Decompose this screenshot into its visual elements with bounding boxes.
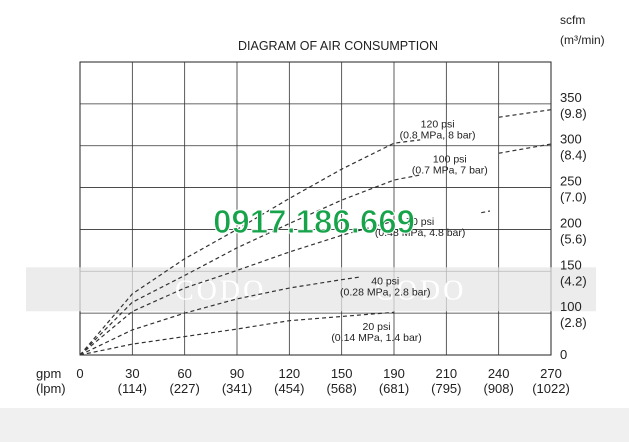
y-tick-sublabel: (7.0) xyxy=(560,190,587,205)
series-line-3 xyxy=(79,276,360,356)
x-tick-label: 60 xyxy=(177,366,191,381)
watermark-band-rect xyxy=(26,267,596,312)
x-tick-sublabel: (795) xyxy=(431,381,461,396)
chart-title: DIAGRAM OF AIR CONSUMPTION xyxy=(238,39,438,53)
series-name-label: 40 psi xyxy=(371,276,399,288)
x-tick-sublabel: (568) xyxy=(326,381,356,396)
series-sub-label: (0.8 MPa, 8 bar) xyxy=(400,129,476,141)
x-unit-label: gpm xyxy=(36,366,61,381)
series-line-1 xyxy=(79,174,421,356)
series-line-0 xyxy=(79,139,421,356)
y-tick-label: 100 xyxy=(560,299,582,314)
phone-watermark: 0917.186.669 xyxy=(213,203,415,240)
x-tick-sublabel: (341) xyxy=(222,381,252,396)
series-tail-2 xyxy=(481,210,491,214)
y-tick-label: 0 xyxy=(560,347,567,362)
series-sub-label: (0.48 MPa, 4.8 bar) xyxy=(375,227,465,239)
series-labels: 120 psi(0.8 MPa, 8 bar) 100 psi(0.7 MPa, … xyxy=(331,118,487,344)
x-tick-label: 240 xyxy=(488,366,510,381)
y-tick-sublabel: (9.8) xyxy=(560,106,587,121)
series-name-label: 120 psi xyxy=(421,118,455,130)
x-tick-label: 150 xyxy=(331,366,353,381)
x-tick-label: 30 xyxy=(125,366,139,381)
band-text-right: CODO xyxy=(375,275,466,306)
series-name-label: 100 psi xyxy=(433,153,467,165)
watermark-band: CODO CODO xyxy=(26,267,596,312)
x-tick-sublabel: (227) xyxy=(169,381,199,396)
x-tick-sublabel: (1022) xyxy=(532,381,570,396)
x-tick-sublabel: (908) xyxy=(483,381,513,396)
band-text-left: CODO xyxy=(175,275,266,306)
x-tick-label: 90 xyxy=(230,366,244,381)
x-tick-label: 120 xyxy=(278,366,300,381)
y-unit-sub-label: (m³/min) xyxy=(560,33,605,47)
y-tick-label: 150 xyxy=(560,257,582,272)
x-unit-sub-label: (lpm) xyxy=(36,381,66,396)
x-tick-sublabel: (114) xyxy=(118,381,147,396)
x-tick-label: 210 xyxy=(435,366,457,381)
series-sub-label: (0.14 MPa, 1.4 bar) xyxy=(331,332,421,344)
x-tick-label: 0 xyxy=(76,366,83,381)
x-tick-label: 270 xyxy=(540,366,562,381)
y-tick-sublabel: (5.6) xyxy=(560,231,587,246)
y-tick-label: 200 xyxy=(560,215,582,230)
y-unit-label: scfm xyxy=(560,13,585,27)
x-tick-sublabel: (681) xyxy=(379,381,409,396)
series-name-label: 70 psi xyxy=(406,216,434,228)
series-sub-label: (0.7 MPa, 7 bar) xyxy=(412,164,488,176)
y-tick-sublabel: (4.2) xyxy=(560,273,587,288)
series-tail-1 xyxy=(498,143,552,154)
series-tail-0 xyxy=(498,109,552,118)
series-lines xyxy=(79,109,552,356)
y-tick-sublabel: (2.8) xyxy=(560,315,587,330)
series-name-label: 20 psi xyxy=(363,321,391,333)
plot-frame xyxy=(79,61,552,356)
series-sub-label: (0.28 MPa, 2.8 bar) xyxy=(340,287,430,299)
y-tick-label: 250 xyxy=(560,174,582,189)
y-tick-label: 350 xyxy=(560,90,582,105)
bottom-strip xyxy=(0,408,629,442)
axis-ticks: 0 30(114)60(227)90(341)120(454)150(568)19… xyxy=(76,90,586,396)
x-tick-sublabel: (454) xyxy=(274,381,304,396)
y-tick-sublabel: (8.4) xyxy=(560,148,587,163)
y-tick-label: 300 xyxy=(560,132,582,147)
x-tick-label: 190 xyxy=(383,366,405,381)
